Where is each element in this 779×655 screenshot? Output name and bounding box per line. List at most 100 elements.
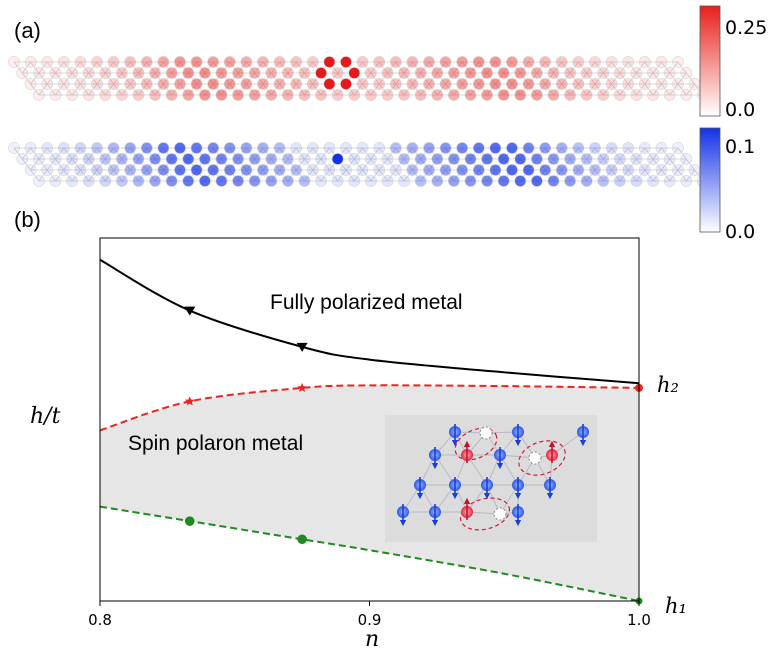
lattice-site [149, 175, 161, 187]
h2-label: h₂ [657, 373, 679, 397]
lattice-site [398, 153, 410, 165]
lattice-site [423, 142, 435, 154]
x-ticks: 0.8 0.9 1.0 [88, 601, 651, 629]
lattice-site [431, 153, 444, 165]
lattice-site [116, 89, 128, 101]
lattice-site [531, 175, 543, 187]
lattice-site [190, 142, 203, 154]
lattice-site [589, 56, 601, 68]
lattice-site [240, 142, 253, 154]
lattice-site [638, 142, 651, 154]
lattice-site [265, 89, 278, 101]
lattice-site [655, 56, 668, 68]
y-axis-label: h/t [30, 404, 61, 429]
lattice-site [348, 153, 361, 165]
lattice-site [41, 56, 54, 68]
lattice-site [423, 78, 435, 90]
lattice-site [564, 67, 576, 79]
lattice-site [447, 175, 460, 187]
region-label-fully-polarized: Fully polarized metal [270, 291, 463, 314]
lattice-site [539, 164, 552, 176]
lattice-site [190, 56, 203, 68]
lattice-site [481, 67, 493, 79]
spin-density-strip-red [8, 56, 709, 101]
lattice-site [223, 142, 236, 154]
lattice-site [24, 78, 37, 90]
lattice-site [41, 164, 54, 176]
lattice-site [340, 142, 352, 154]
lattice-site [331, 67, 344, 79]
lattice-site [348, 67, 361, 79]
lattice-site [381, 89, 394, 101]
lattice-site [414, 89, 427, 101]
lattice-site [215, 175, 228, 187]
lattice-site [91, 56, 103, 68]
lattice-site [57, 164, 70, 176]
marker-upper-triangle [296, 342, 308, 352]
lattice-site [124, 78, 137, 90]
lattice-site [356, 56, 369, 68]
lattice-site [381, 67, 394, 79]
lattice-site [364, 175, 377, 187]
lattice-site [406, 56, 419, 68]
lattice-site [580, 175, 593, 187]
lattice-site [414, 175, 427, 187]
lattice-site [531, 67, 543, 79]
lattice-site [165, 153, 178, 165]
lattice-site [547, 153, 560, 165]
lattice-site [572, 164, 585, 176]
lattice-site [132, 89, 145, 101]
lattice-site [489, 142, 502, 154]
lattice-site [564, 153, 576, 165]
lattice-site [389, 78, 402, 90]
lattice-site [539, 142, 552, 154]
lattice-site [555, 78, 568, 90]
lattice-site [439, 142, 452, 154]
polaron-ellipse [454, 427, 498, 461]
lattice-site [605, 164, 618, 176]
lattice-site [348, 175, 361, 187]
lattice-site [464, 153, 477, 165]
lattice-site [630, 89, 643, 101]
lattice-site [232, 153, 244, 165]
lattice-site [381, 175, 394, 187]
lattice-site [140, 78, 153, 90]
lattice-site [41, 142, 54, 154]
lattice-site [140, 56, 153, 68]
lattice-site [564, 89, 576, 101]
lattice-site [66, 89, 78, 101]
series-line-upper [99, 258, 640, 385]
lattice-site [605, 142, 618, 154]
lattice-site [514, 153, 527, 165]
lattice-site [672, 56, 684, 68]
lattice-site [323, 56, 336, 68]
lattice-site [132, 67, 145, 79]
lattice-site [273, 56, 286, 68]
lattice-site [364, 153, 377, 165]
series-line-h1 [99, 505, 640, 602]
lattice-site [580, 67, 593, 79]
lattice-site [16, 153, 29, 165]
lattice-site [257, 56, 269, 68]
lattice-site [506, 78, 518, 90]
colorbar-red-max: 0.25 [725, 17, 767, 39]
lattice-site [481, 153, 493, 165]
lattice-site [198, 89, 211, 101]
lattice-site [622, 78, 635, 90]
lattice-site [124, 56, 137, 68]
lattice-site [398, 89, 410, 101]
lattice-site [663, 89, 676, 101]
lattice-site [223, 164, 236, 176]
lattice-site [165, 175, 178, 187]
lattice-site [340, 164, 352, 176]
lattice-site [414, 153, 427, 165]
lattice-site [190, 164, 203, 176]
lattice-site [157, 164, 170, 176]
lattice-site [24, 164, 37, 176]
lattice-site [207, 56, 220, 68]
lattice-site [547, 89, 560, 101]
hole-site [479, 426, 493, 440]
lattice-site [107, 56, 120, 68]
lattice-site [315, 89, 327, 101]
lattice-site [456, 56, 469, 68]
